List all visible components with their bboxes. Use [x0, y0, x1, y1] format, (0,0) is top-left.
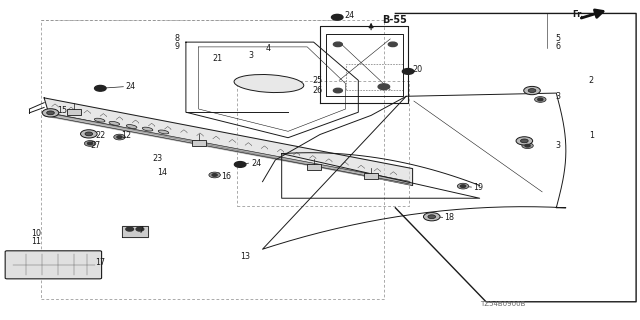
- Circle shape: [332, 14, 343, 20]
- Text: 17: 17: [95, 258, 106, 267]
- Circle shape: [333, 88, 342, 93]
- Text: TZ54B0900B: TZ54B0900B: [479, 301, 525, 307]
- Circle shape: [528, 89, 536, 92]
- Text: 19: 19: [473, 183, 483, 192]
- Text: 20: 20: [412, 65, 422, 74]
- Bar: [67, 109, 81, 115]
- Text: 15: 15: [57, 106, 67, 115]
- Bar: [307, 164, 321, 170]
- Text: 24: 24: [251, 159, 261, 168]
- Text: 16: 16: [221, 172, 231, 181]
- Circle shape: [126, 227, 134, 231]
- Ellipse shape: [109, 121, 120, 125]
- Circle shape: [458, 183, 468, 189]
- Circle shape: [95, 85, 106, 91]
- Circle shape: [47, 111, 54, 115]
- Text: B-55: B-55: [383, 15, 408, 25]
- Circle shape: [428, 215, 436, 219]
- Text: 5: 5: [555, 35, 560, 44]
- Text: 21: 21: [212, 54, 223, 63]
- Circle shape: [516, 137, 532, 145]
- Circle shape: [114, 134, 125, 140]
- Circle shape: [81, 130, 97, 138]
- Text: 10: 10: [31, 229, 42, 238]
- Text: 3: 3: [555, 141, 560, 150]
- Bar: [191, 140, 205, 146]
- Circle shape: [378, 84, 390, 90]
- Circle shape: [136, 227, 144, 231]
- Ellipse shape: [158, 130, 169, 134]
- Circle shape: [209, 172, 220, 178]
- Bar: [364, 173, 378, 179]
- Text: 22: 22: [95, 131, 106, 140]
- Circle shape: [234, 162, 246, 167]
- Circle shape: [388, 42, 397, 47]
- Circle shape: [522, 143, 533, 148]
- Text: 18: 18: [445, 213, 454, 222]
- Ellipse shape: [94, 118, 105, 122]
- Text: 4: 4: [266, 44, 271, 53]
- Circle shape: [520, 139, 528, 143]
- Circle shape: [117, 136, 122, 138]
- Polygon shape: [122, 226, 148, 237]
- Circle shape: [524, 86, 540, 95]
- Text: 9: 9: [174, 42, 180, 52]
- Text: 2: 2: [589, 76, 594, 85]
- Circle shape: [525, 144, 530, 147]
- Text: 13: 13: [240, 252, 250, 261]
- Text: 3: 3: [555, 92, 560, 101]
- Text: 14: 14: [157, 168, 167, 177]
- Circle shape: [88, 142, 93, 145]
- Ellipse shape: [142, 127, 153, 131]
- Text: 27: 27: [90, 141, 100, 150]
- Text: 6: 6: [555, 42, 560, 52]
- Text: 26: 26: [312, 86, 323, 95]
- Circle shape: [403, 68, 414, 74]
- Text: 1: 1: [589, 131, 594, 140]
- Circle shape: [85, 132, 93, 136]
- Text: 11: 11: [31, 237, 42, 246]
- Text: 8: 8: [174, 35, 179, 44]
- Circle shape: [534, 97, 546, 102]
- Text: 23: 23: [153, 154, 163, 163]
- FancyBboxPatch shape: [5, 251, 102, 279]
- Circle shape: [424, 212, 440, 221]
- Text: 24: 24: [125, 82, 135, 91]
- Circle shape: [461, 185, 466, 188]
- Ellipse shape: [234, 75, 304, 92]
- Text: 12: 12: [121, 131, 131, 140]
- Circle shape: [333, 42, 342, 47]
- Circle shape: [84, 140, 96, 146]
- Text: 25: 25: [312, 76, 323, 85]
- Text: Fr.: Fr.: [572, 10, 584, 19]
- Text: 3: 3: [248, 51, 253, 60]
- Ellipse shape: [126, 124, 137, 129]
- Text: 7: 7: [138, 226, 143, 235]
- Circle shape: [212, 174, 217, 176]
- Text: 24: 24: [344, 11, 355, 20]
- Circle shape: [42, 109, 59, 117]
- Circle shape: [538, 98, 543, 101]
- Polygon shape: [44, 98, 413, 186]
